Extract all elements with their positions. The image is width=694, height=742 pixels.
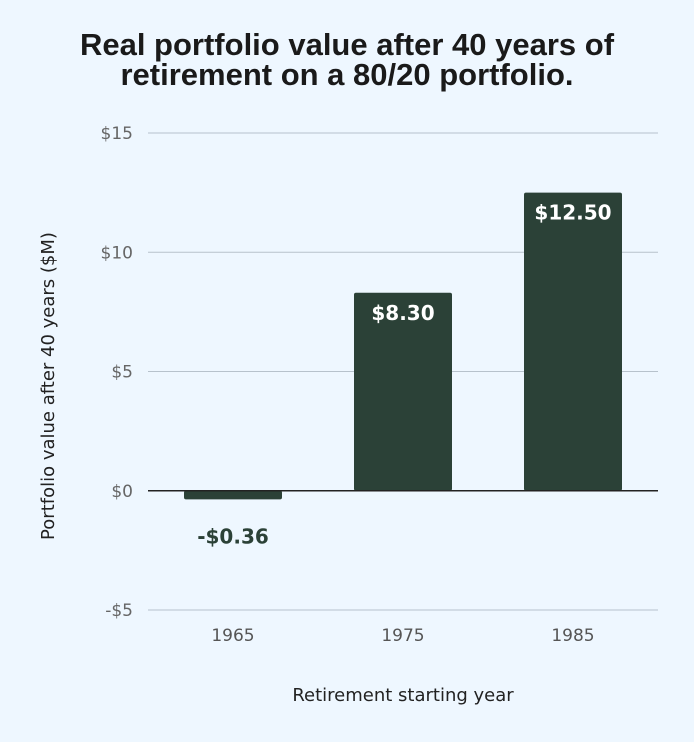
x-tick-label-1985: 1985 [551, 626, 594, 646]
bar-1975 [354, 292, 452, 491]
data-label-1965: -$0.36 [197, 524, 269, 548]
chart-title-line-2: retirement on a 80/20 portfolio. [120, 57, 574, 92]
data-label-1975: $8.30 [371, 301, 434, 325]
bars [184, 192, 622, 500]
y-tick-label: $0 [111, 482, 133, 502]
y-tick-label: -$5 [105, 601, 133, 621]
x-tick-label-1965: 1965 [211, 626, 254, 646]
data-label-1985: $12.50 [534, 201, 611, 225]
y-tick-label: $10 [101, 243, 133, 263]
y-tick-label: $5 [111, 363, 133, 383]
bar-1985 [524, 192, 622, 491]
chart-title: Real portfolio value after 40 years of r… [0, 27, 694, 92]
y-axis-label: Portfolio value after 40 years ($M) [38, 232, 59, 540]
data-labels: -$0.36 $8.30 $12.50 [197, 201, 611, 549]
x-axis-ticks: 1965 1975 1985 [211, 626, 594, 646]
bar-1965 [184, 490, 282, 500]
x-tick-label-1975: 1975 [381, 626, 424, 646]
x-axis-label: Retirement starting year [292, 685, 514, 706]
y-axis-ticks: $15 $10 $5 $0 -$5 [101, 124, 133, 621]
y-tick-label: $15 [101, 124, 133, 144]
chart-title-line-1: Real portfolio value after 40 years of [79, 27, 615, 62]
